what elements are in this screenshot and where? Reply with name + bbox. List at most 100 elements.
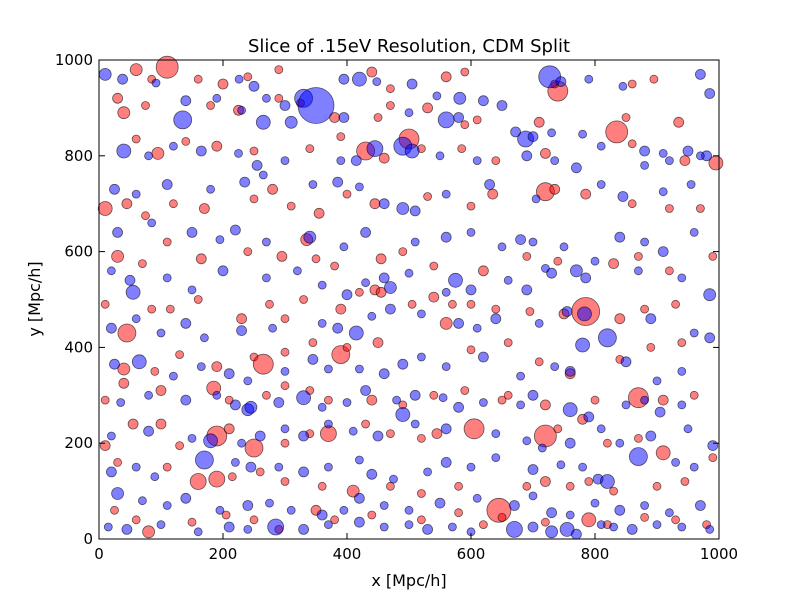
data-point-red-165 xyxy=(463,418,485,440)
data-point-red-65 xyxy=(580,188,592,200)
data-point-red-147 xyxy=(590,395,600,405)
data-point-red-179 xyxy=(280,477,290,486)
data-point-blue-281 xyxy=(258,170,268,180)
data-point-blue-315 xyxy=(689,227,699,237)
data-point-blue-284 xyxy=(354,182,364,192)
data-point-red-196 xyxy=(187,517,197,527)
data-point-blue-292 xyxy=(617,191,629,202)
data-point-red-69 xyxy=(111,249,124,263)
data-point-blue-352 xyxy=(367,311,377,321)
data-point-blue-421 xyxy=(348,426,358,436)
data-point-red-175 xyxy=(189,473,207,490)
data-point-blue-433 xyxy=(683,424,693,434)
data-point-blue-416 xyxy=(237,438,247,448)
data-point-blue-383 xyxy=(564,365,576,377)
data-point-blue-305 xyxy=(440,231,452,243)
data-point-blue-436 xyxy=(131,462,141,472)
data-point-blue-502 xyxy=(571,528,582,540)
data-point-red-132 xyxy=(118,377,130,389)
data-point-blue-248 xyxy=(527,131,539,143)
data-point-blue-361 xyxy=(577,306,592,322)
data-point-blue-467 xyxy=(316,509,328,521)
data-point-blue-313 xyxy=(640,237,649,247)
data-point-blue-435 xyxy=(106,466,117,478)
data-point-blue-430 xyxy=(596,424,606,434)
data-point-blue-328 xyxy=(383,281,397,294)
data-point-red-183 xyxy=(416,489,426,498)
data-point-blue-364 xyxy=(689,328,699,338)
data-point-red-195 xyxy=(142,525,156,539)
data-point-blue-388 xyxy=(144,390,154,400)
data-point-blue-376 xyxy=(378,368,390,380)
data-point-blue-343 xyxy=(131,314,141,324)
y-tick-label-600: 600 xyxy=(64,243,93,261)
data-point-blue-428 xyxy=(537,443,547,453)
data-point-red-144 xyxy=(497,395,507,405)
data-point-blue-340 xyxy=(677,273,687,283)
data-point-blue-381 xyxy=(516,371,525,381)
data-point-red-162 xyxy=(385,429,395,439)
data-point-blue-459 xyxy=(111,487,124,500)
data-point-red-164 xyxy=(431,428,443,440)
data-point-blue-372 xyxy=(280,366,290,376)
data-point-blue-267 xyxy=(404,143,420,159)
data-point-red-53 xyxy=(198,203,210,214)
data-point-red-43 xyxy=(491,156,501,166)
data-point-blue-474 xyxy=(509,500,520,511)
data-point-blue-499 xyxy=(527,521,539,533)
data-point-blue-400 xyxy=(409,389,421,401)
data-point-blue-420 xyxy=(323,419,333,429)
data-point-red-102 xyxy=(428,291,440,303)
data-point-red-118 xyxy=(280,347,290,357)
data-point-red-154 xyxy=(175,441,185,451)
data-point-blue-487 xyxy=(223,521,235,533)
data-point-red-97 xyxy=(335,303,347,315)
data-point-blue-273 xyxy=(640,160,649,170)
data-point-blue-398 xyxy=(360,385,372,396)
data-point-blue-287 xyxy=(409,205,421,217)
data-point-blue-455 xyxy=(600,474,615,489)
data-point-red-167 xyxy=(553,424,563,434)
data-point-blue-393 xyxy=(244,400,258,414)
data-point-blue-415 xyxy=(203,433,219,449)
data-point-blue-354 xyxy=(416,309,426,319)
data-point-blue-217 xyxy=(212,93,222,103)
data-point-blue-466 xyxy=(286,505,296,515)
data-point-blue-412 xyxy=(107,431,116,441)
data-point-blue-374 xyxy=(323,364,333,374)
data-point-blue-359 xyxy=(561,306,573,317)
data-point-red-124 xyxy=(466,345,476,355)
data-point-blue-219 xyxy=(248,80,260,92)
data-point-blue-396 xyxy=(317,402,327,412)
data-point-red-81 xyxy=(477,265,489,277)
data-point-blue-295 xyxy=(112,226,123,238)
data-point-blue-490 xyxy=(298,524,310,535)
data-point-blue-442 xyxy=(298,466,310,478)
data-point-red-151 xyxy=(99,440,111,452)
data-point-red-129 xyxy=(646,342,656,352)
data-point-red-140 xyxy=(366,394,378,406)
data-point-red-62 xyxy=(487,188,499,200)
data-point-red-100 xyxy=(375,286,387,298)
data-point-blue-316 xyxy=(107,266,116,276)
data-point-red-101 xyxy=(407,299,417,309)
data-point-blue-213 xyxy=(98,68,112,81)
data-point-blue-498 xyxy=(506,521,523,538)
data-point-red-82 xyxy=(522,251,532,261)
data-point-red-115 xyxy=(211,361,223,373)
data-point-blue-223 xyxy=(297,87,335,124)
data-point-red-80 xyxy=(429,261,439,271)
data-point-blue-280 xyxy=(239,176,251,188)
data-point-red-24 xyxy=(385,101,395,110)
data-point-blue-330 xyxy=(441,287,451,297)
data-point-blue-254 xyxy=(682,145,694,157)
data-point-red-174 xyxy=(162,462,172,472)
data-point-red-112 xyxy=(117,362,131,376)
data-point-blue-300 xyxy=(261,237,271,247)
data-point-red-176 xyxy=(208,470,226,488)
data-point-red-145 xyxy=(503,390,513,400)
data-point-red-44 xyxy=(540,147,551,159)
x-axis-label: x [Mpc/h] xyxy=(371,571,446,590)
data-point-red-6 xyxy=(274,65,284,74)
